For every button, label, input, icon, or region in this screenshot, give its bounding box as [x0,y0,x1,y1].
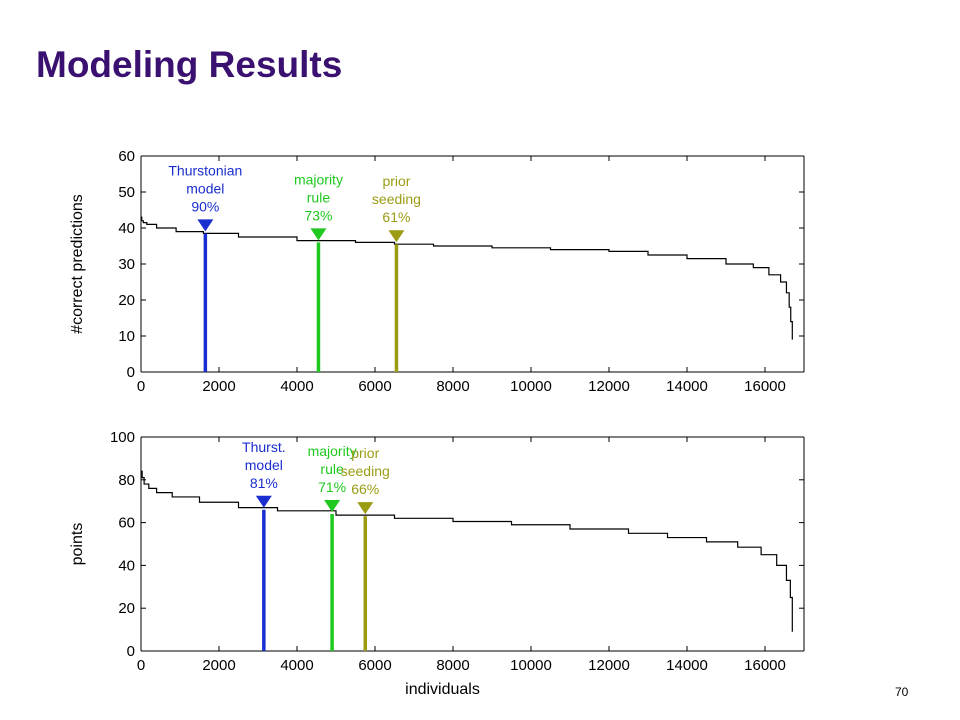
x-tick-label: 12000 [588,657,630,674]
marker-triangle [310,228,327,241]
x-tick-label: 2000 [202,657,235,674]
marker-label: 71% [318,479,346,495]
y-tick-label: 10 [118,328,135,345]
x-tick-label: 10000 [510,378,552,395]
marker-triangle [255,495,272,508]
x-tick-label: 4000 [280,657,313,674]
x-tick-label: 10000 [510,657,552,674]
x-axis-label: individuals [405,681,480,698]
marker-label: Thurst. [242,439,286,455]
marker-label: model [245,457,283,473]
marker-triangle [357,502,374,515]
x-tick-label: 16000 [744,657,786,674]
marker-label: majority [308,443,357,459]
chart-2: 0 2000 4000 6000 8000 10000 12000 14000 16000 0 20… [69,429,805,698]
y-axis-label: #correct predictions [69,194,86,334]
marker-triangle [388,230,405,243]
marker-label: seeding [341,463,390,479]
marker-label: majority [294,171,343,187]
marker-triangle [324,500,341,513]
y-tick-label: 40 [118,557,135,574]
chart-1: 0 2000 4000 6000 8000 10000 12000 14000 16000 0 10… [69,148,805,395]
y-tick-label: 20 [118,292,135,309]
y-tick-label: 40 [118,220,135,237]
x-tick-label: 6000 [358,378,391,395]
y-tick-label: 100 [110,429,135,446]
slide-number: 70 [895,685,909,699]
x-tick-label: 4000 [280,378,313,395]
series-line-1 [141,470,793,632]
x-tick-label: 8000 [436,378,469,395]
series-line-1 [141,216,793,340]
x-tick-label: 14000 [666,657,708,674]
marker-triangle [197,219,214,232]
y-tick-label: 0 [127,643,135,660]
slide-title: Modeling Results [36,44,343,85]
y-tick-label: 60 [118,148,135,165]
y-tick-label: 80 [118,472,135,489]
x-tick-label: 14000 [666,378,708,395]
y-tick-label: 20 [118,600,135,617]
marker-label: 90% [191,198,219,214]
marker-label: Thurstonian [168,162,242,178]
marker-label: 66% [351,481,379,497]
x-tick-label: 12000 [588,378,630,395]
y-axis-label: points [69,523,86,566]
marker-label: prior [382,173,410,189]
marker-label: 81% [250,475,278,491]
marker-label: rule [320,461,344,477]
marker-label: seeding [372,191,421,207]
y-tick-label: 30 [118,256,135,273]
marker-label: 61% [382,209,410,225]
x-tick-label: 6000 [358,657,391,674]
x-tick-label: 16000 [744,378,786,395]
marker-label: 73% [304,207,332,223]
y-tick-label: 0 [127,364,135,381]
y-tick-label: 50 [118,184,135,201]
marker-label: prior [351,445,379,461]
y-tick-label: 60 [118,515,135,532]
x-tick-label: 2000 [202,378,235,395]
marker-label: model [186,180,224,196]
marker-label: rule [307,189,331,205]
x-tick-label: 0 [137,657,145,674]
x-tick-label: 8000 [436,657,469,674]
x-tick-label: 0 [137,378,145,395]
